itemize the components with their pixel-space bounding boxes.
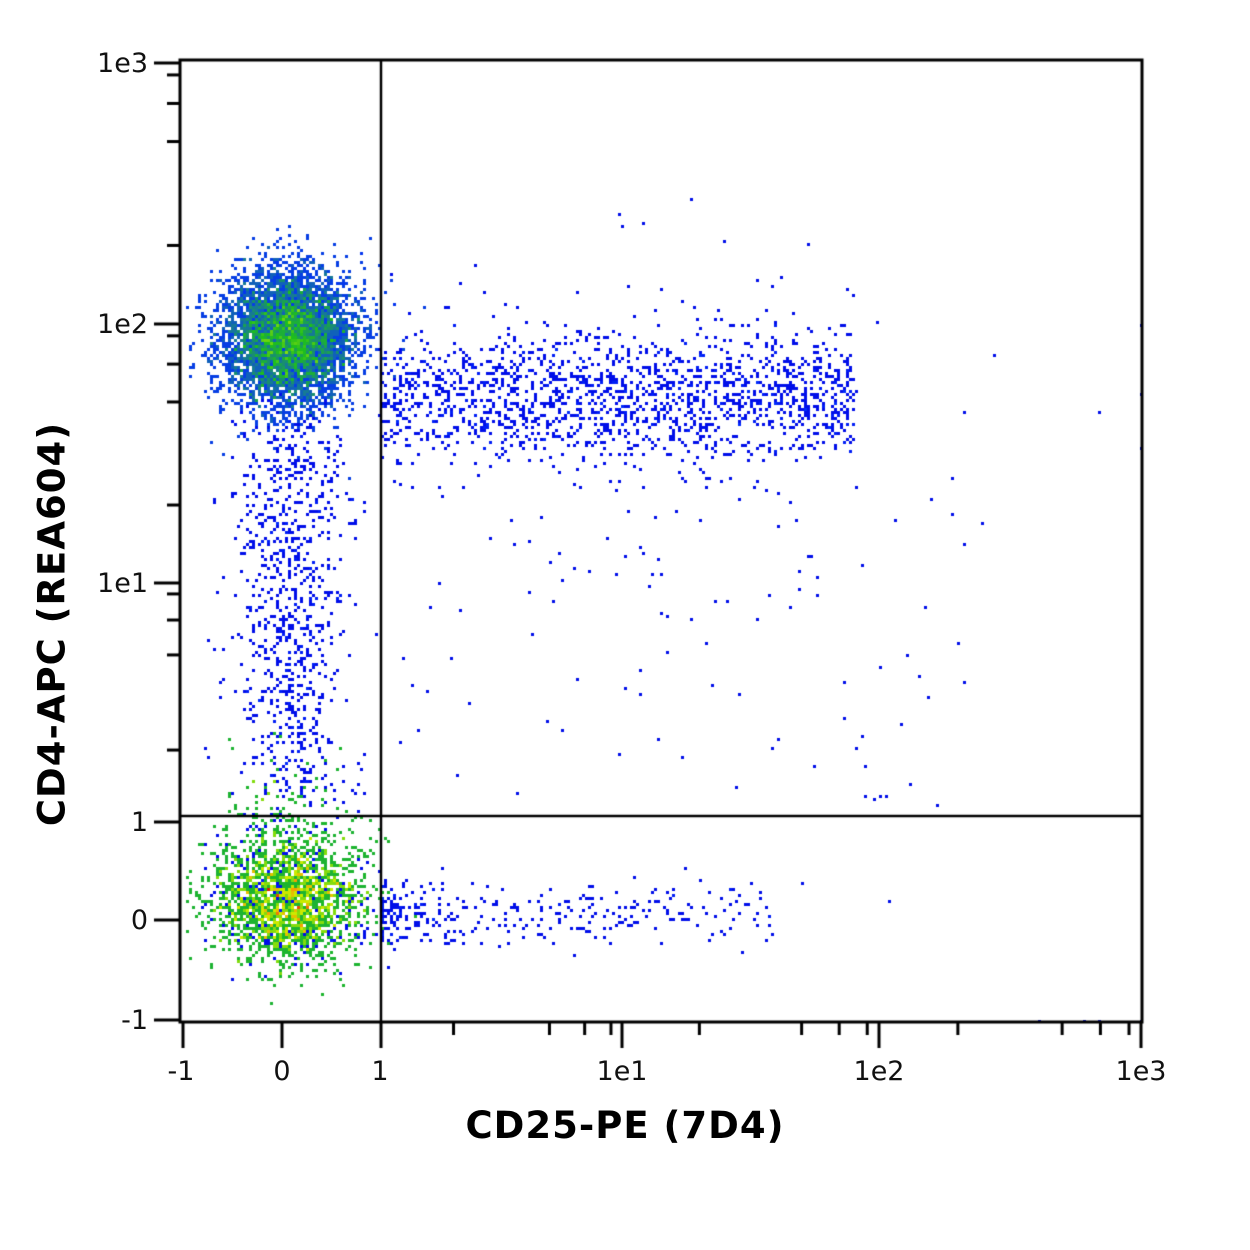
x-axis-title: CD25-PE (7D4): [0, 1104, 1250, 1147]
x-tick-label-1e3: 1e3: [1115, 1056, 1167, 1087]
x-axis-title-text: CD25-PE (7D4): [465, 1104, 785, 1147]
y-axis-title: CD4-APC (REA604): [30, 421, 74, 827]
x-tick-label-1: 1: [371, 1056, 389, 1087]
x-tick-label-1e2: 1e2: [853, 1056, 905, 1087]
y-tick-label-1e1: 1e1: [97, 568, 148, 599]
y-tick-label-1: 1: [130, 807, 148, 838]
x-tick-label-0: 0: [273, 1056, 291, 1087]
x-tick-label-1e1: 1e1: [596, 1056, 648, 1087]
x-tick-label-neg1: -1: [167, 1056, 195, 1087]
y-tick-label-1e3: 1e3: [97, 48, 148, 79]
y-tick-label-neg1: -1: [121, 1005, 148, 1036]
y-tick-label-0: 0: [130, 905, 148, 936]
y-tick-label-1e2: 1e2: [97, 309, 148, 340]
